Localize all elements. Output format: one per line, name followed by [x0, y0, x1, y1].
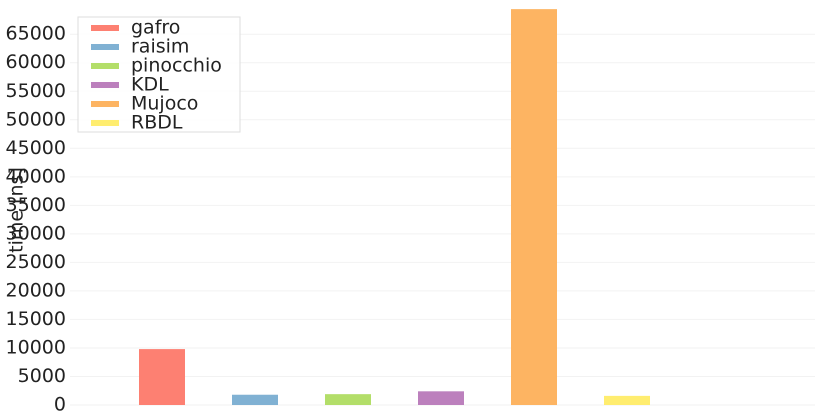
- legend-label: RBDL: [131, 112, 183, 134]
- bar: [604, 395, 650, 405]
- bar: [232, 394, 278, 405]
- y-tick-label: 45000: [6, 137, 66, 159]
- y-tick-label: 20000: [6, 279, 66, 301]
- y-tick-label: 60000: [6, 51, 66, 73]
- y-tick-label: 65000: [6, 23, 66, 45]
- bar: [139, 349, 185, 405]
- legend-label: gafro: [131, 17, 180, 39]
- y-tick-label: 5000: [18, 365, 66, 387]
- bar: [511, 9, 557, 405]
- y-axis-label: time [ns]: [6, 167, 28, 253]
- y-tick-label: 35000: [6, 194, 66, 216]
- legend-box: [77, 16, 241, 133]
- y-tick-label: 55000: [6, 80, 66, 102]
- legend-label: Mujoco: [131, 93, 198, 115]
- y-tick-label: 15000: [6, 308, 66, 330]
- legend-label: raisim: [131, 36, 189, 58]
- legend-label: pinocchio: [131, 55, 222, 77]
- y-tick-label: 30000: [6, 222, 66, 244]
- y-tick-label: 0: [54, 394, 66, 415]
- bar: [418, 391, 464, 405]
- legend-label: KDL: [131, 74, 169, 96]
- y-tick-label: 40000: [6, 165, 66, 187]
- y-tick-label: 50000: [6, 108, 66, 130]
- y-tick-label: 25000: [6, 251, 66, 273]
- bar: [325, 394, 371, 405]
- y-tick-label: 10000: [6, 336, 66, 358]
